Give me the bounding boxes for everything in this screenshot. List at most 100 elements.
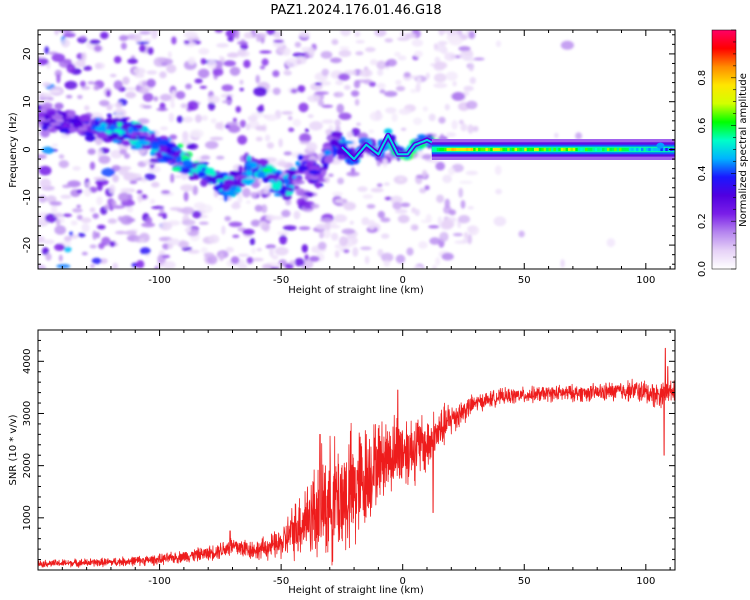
spectrogram-signal-blob [297,154,304,161]
spectrogram-noise-blob [266,142,274,149]
spectrogram-noise-blob [335,80,344,86]
spectrogram-noise-blob [272,30,283,39]
spectrogram-noise-blob [200,179,208,187]
spectrogram-noise-blob [397,55,407,61]
spectrogram-signal-blob [171,167,182,172]
spectrogram-noise-blob [192,210,202,219]
spectrogram-noise-blob [444,198,450,209]
spectrogram-noise-blob [157,212,167,217]
spectrogram-noise-blob [448,209,456,216]
spectrogram-xtick-label: 0 [400,275,406,286]
spectrogram-noise-blob [282,225,297,231]
colorbar-gradient [712,30,736,269]
spectrogram-noise-blob [159,93,172,102]
spectrogram-noise-blob [392,202,402,210]
spectrogram-noise-blob [290,88,298,94]
spectrogram-noise-blob [146,78,156,88]
spectrogram-noise-blob [354,98,360,106]
spectrogram-noise-blob [242,228,255,236]
spectrogram-noise-blob [174,175,181,179]
spectrogram-noise-blob [495,40,502,48]
spectrogram-carrier-core [631,147,634,152]
spectrogram-noise-blob [370,59,378,66]
spectrogram-signal-blob [222,185,233,189]
spectrogram-carrier-core [594,147,598,152]
spectrogram-noise-blob [458,187,464,198]
spectrogram-noise-blob [207,59,217,70]
spectrogram-noise-blob [214,60,224,68]
spectrogram-noise-blob [406,247,414,256]
spectrogram-noise-blob [201,115,208,121]
spectrogram-signal-blob [205,167,215,176]
spectrogram-signal-blob [270,182,282,191]
spectrogram-noise-blob [317,100,325,107]
spectrogram-noise-blob [51,204,58,214]
spectrogram-noise-blob [346,171,360,177]
spectrogram-carrier-core [589,147,593,152]
spectrogram-noise-blob [309,255,320,262]
spectrogram-noise-blob [281,209,291,218]
spectrogram-carrier-core [507,147,510,152]
spectrogram-noise-blob [115,101,123,109]
spectrogram-carrier-core [662,147,666,152]
spectrogram-noise-blob [439,231,449,242]
spectrogram-noise-blob [319,231,324,239]
spectrogram-noise-blob [377,69,384,76]
spectrogram-carrier-core [446,147,450,152]
spectrogram-noise-blob [320,51,333,59]
spectrogram-noise-blob [235,30,240,40]
spectrogram-signal-blob [223,194,228,202]
spectrogram-noise-blob [200,155,211,161]
snr-marks [38,347,675,568]
spectrogram-ytick-label: -20 [22,237,33,253]
spectrogram-noise-blob [410,224,419,231]
spectrogram-noise-blob [383,260,391,267]
spectrogram-noise-blob [368,219,376,230]
colorbar-tick-label: 0.4 [697,165,708,181]
spectrogram-noise-blob [106,89,111,98]
spectrogram-carrier-core [577,147,581,152]
spectrogram-noise-blob [297,85,306,93]
spectrogram-noise-blob [343,201,356,211]
spectrogram-noise-blob [467,225,479,236]
spectrogram-noise-blob [243,59,251,69]
spectrogram-noise-blob [183,31,198,39]
spectrogram-noise-blob [61,38,70,48]
spectrogram-noise-blob [246,200,251,204]
spectrogram-noise-blob [137,118,150,125]
spectrogram-signal-blob [182,159,192,167]
spectrogram-xlabel: Height of straight line (km) [288,285,424,296]
spectrogram-noise-blob [575,132,583,140]
spectrogram-noise-blob [237,49,246,57]
spectrogram-noise-blob [560,259,565,268]
spectrogram-noise-blob [271,254,279,260]
spectrogram-carrier-core [619,147,622,152]
spectrogram-noise-blob [147,47,154,55]
spectrogram-noise-blob [433,43,438,50]
spectrogram-noise-blob [380,217,391,223]
spectrogram-noise-blob [194,78,203,84]
spectrogram-noise-blob [274,246,289,256]
spectrogram-noise-blob [242,187,251,198]
spectrogram-noise-blob [333,91,344,98]
spectrogram-noise-blob [64,246,72,253]
spectrogram-noise-blob [299,30,311,38]
spectrogram-signal-blob [41,124,49,131]
spectrogram-noise-blob [360,246,372,251]
spectrogram-noise-blob [339,236,348,247]
spectrogram-noise-blob [62,213,72,217]
spectrogram-noise-blob [104,204,110,211]
spectrogram-noise-blob [92,213,99,219]
spectrogram-noise-blob [76,204,81,208]
spectrogram-carrier-core [451,147,454,152]
spectrogram-noise-blob [283,69,291,75]
spectrogram-noise-blob [466,100,478,110]
spectrogram-noise-blob [109,184,116,194]
spectrogram-noise-blob [89,161,96,170]
spectrogram-noise-blob [322,229,331,239]
spectrogram-noise-blob [467,206,474,210]
spectrogram-noise-blob [454,240,468,244]
spectrogram-noise-blob [251,247,256,254]
spectrogram-noise-blob [46,96,54,101]
